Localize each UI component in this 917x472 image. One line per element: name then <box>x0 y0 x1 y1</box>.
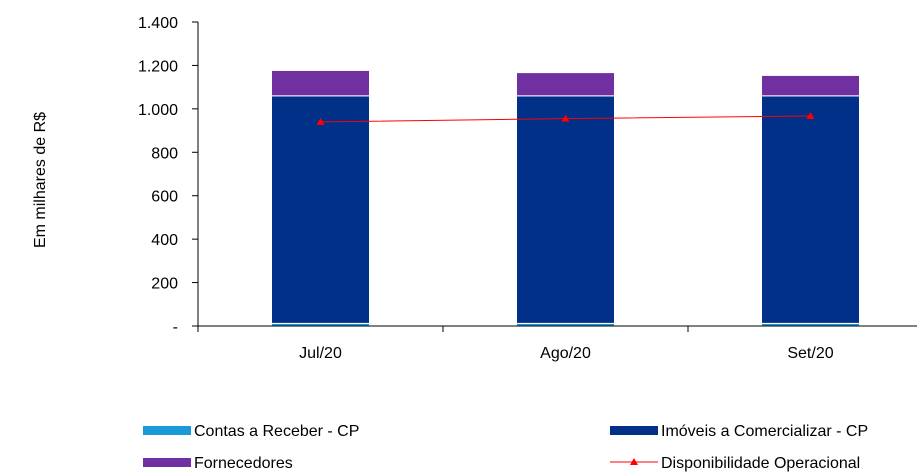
legend-label: Imóveis a Comercializar - CP <box>661 423 868 440</box>
line-marker <box>806 112 815 120</box>
legend: Contas a Receber - CP Imóveis a Comercial… <box>143 423 868 472</box>
legend-swatch <box>610 426 658 435</box>
line-marker <box>561 114 570 122</box>
y-tick-label: - <box>173 319 178 336</box>
x-tick-label: Ago/20 <box>540 345 591 362</box>
x-tick-labels: Jul/20 Ago/20 Set/20 <box>299 345 834 362</box>
y-tick-label: 1.000 <box>138 102 178 119</box>
legend-item: Contas a Receber - CP <box>143 423 359 440</box>
bar-segment <box>761 95 860 324</box>
legend-item: Imóveis a Comercializar - CP <box>610 423 868 440</box>
y-axis-title: Em milhares de R$ <box>32 112 49 248</box>
x-tick-label: Set/20 <box>787 345 833 362</box>
bar-segment <box>761 74 860 97</box>
y-tick-label: 600 <box>151 189 178 206</box>
line-marker <box>316 117 325 125</box>
y-tick-label: 200 <box>151 276 178 293</box>
y-tick-label: 800 <box>151 145 178 162</box>
bar-segment <box>516 72 615 97</box>
y-tick-labels: - 200 400 600 800 1.000 1.200 1.400 <box>138 15 178 336</box>
legend-marker <box>630 458 638 465</box>
legend-swatch <box>143 426 191 435</box>
legend-label: Disponibilidade Operacional <box>661 455 860 472</box>
bar-segment <box>271 95 370 324</box>
axes <box>192 21 917 332</box>
x-tick-label: Jul/20 <box>299 345 342 362</box>
y-tick-label: 1.200 <box>138 58 178 75</box>
bar-segment <box>516 95 615 324</box>
bar-segment <box>271 69 370 97</box>
legend-item: Disponibilidade Operacional <box>610 455 860 472</box>
y-axis-title-group: Em milhares de R$ <box>32 112 49 248</box>
legend-swatch <box>143 458 191 467</box>
y-tick-label: 1.400 <box>138 15 178 32</box>
legend-label: Fornecedores <box>194 455 293 472</box>
line-series <box>316 112 815 125</box>
bars <box>271 69 860 327</box>
y-tick-label: 400 <box>151 232 178 249</box>
legend-item: Fornecedores <box>143 455 293 472</box>
legend-label: Contas a Receber - CP <box>194 423 359 440</box>
